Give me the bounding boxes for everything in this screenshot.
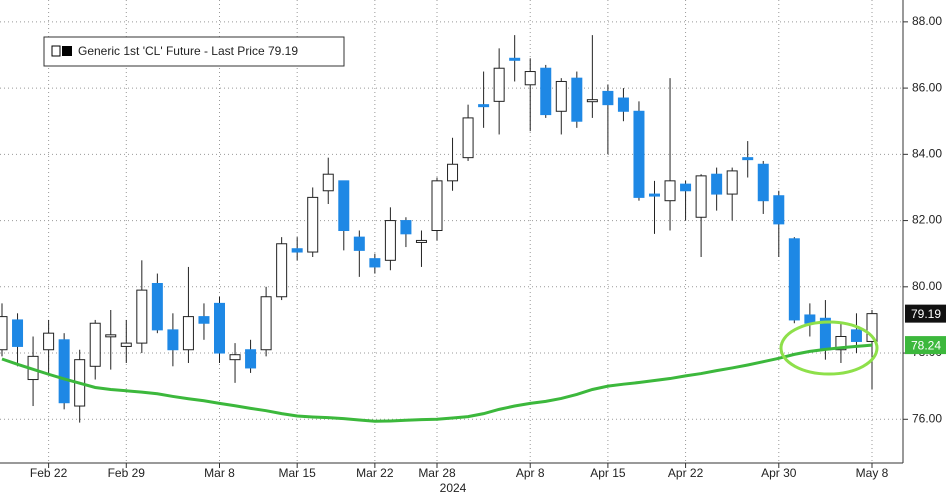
x-tick-label: Apr 8: [516, 466, 545, 480]
candle-body: [369, 258, 381, 268]
x-tick-label: Apr 15: [590, 466, 626, 480]
candle-body: [276, 243, 288, 298]
moving-average-line: [1, 343, 873, 423]
candle-body: [245, 349, 257, 369]
candle-body: [322, 173, 334, 192]
candle-body: [757, 163, 769, 202]
legend-label: Generic 1st 'CL' Future - Last Price 79.…: [78, 44, 298, 58]
x-tick-label: Mar 8: [204, 466, 235, 480]
candle-body: [509, 57, 521, 61]
y-tick-label: 84.00: [912, 147, 942, 161]
candle-body: [586, 99, 598, 103]
x-tick-label: Mar 22: [356, 466, 394, 480]
candle-body: [151, 282, 163, 331]
candle-body: [726, 170, 738, 195]
y-tick-label: 86.00: [912, 80, 942, 94]
last-value-label: 79.19: [911, 307, 941, 321]
candle-body: [493, 67, 505, 102]
legend-swatch: [51, 45, 61, 57]
candle-body: [695, 175, 707, 218]
candle-body: [291, 248, 303, 253]
candle-body: [866, 313, 878, 342]
candle-body: [89, 322, 101, 367]
candle-body: [835, 335, 847, 351]
candle-body: [431, 180, 443, 232]
candle-body: [58, 339, 70, 404]
candle-body: [353, 236, 365, 251]
x-axis-year: 2024: [440, 481, 467, 495]
x-tick-label: Feb 22: [30, 466, 68, 480]
y-tick-label: 82.00: [912, 213, 942, 227]
candle-body: [602, 90, 614, 106]
x-tick-label: May 8: [856, 466, 889, 480]
candle-body: [43, 332, 55, 351]
candle-body: [664, 180, 676, 202]
candle-body: [0, 316, 8, 351]
candle-body: [462, 117, 474, 159]
candle-body: [307, 196, 319, 253]
candle-body: [105, 334, 117, 338]
candle-body: [447, 163, 459, 182]
x-tick-label: Mar 28: [418, 466, 456, 480]
candle-body: [384, 220, 396, 261]
x-tick-label: Feb 29: [108, 466, 146, 480]
candle-body: [540, 67, 552, 116]
candle-body: [524, 71, 536, 86]
candle-body: [742, 157, 754, 161]
y-tick-label: 76.00: [912, 411, 942, 425]
candle-body: [649, 193, 660, 197]
candle-body: [680, 183, 692, 192]
legend-swatch: [62, 46, 72, 56]
candle-body: [198, 316, 210, 324]
candle-body: [12, 319, 24, 347]
candle-body: [571, 77, 583, 122]
y-tick-label: 88.00: [912, 14, 942, 28]
x-tick-label: Apr 22: [668, 466, 704, 480]
candle-body: [415, 239, 427, 243]
candle-body: [773, 195, 785, 225]
x-tick-label: Apr 30: [761, 466, 797, 480]
candle-body: [182, 316, 194, 351]
last-value-box: [905, 336, 946, 355]
last-value-box: [905, 304, 946, 323]
last-value-label: 78.24: [911, 338, 941, 352]
candle-body: [400, 220, 412, 235]
y-tick-label: 80.00: [912, 279, 942, 293]
candle-body: [136, 289, 148, 344]
candle-body: [120, 342, 132, 347]
candle-body: [338, 180, 350, 232]
x-tick-label: Mar 15: [278, 466, 316, 480]
legend-box: [43, 36, 345, 67]
candle-body: [617, 97, 629, 112]
candle-body: [167, 329, 179, 351]
highlight-ellipse: [779, 320, 879, 376]
candle-body: [555, 80, 567, 112]
candle-body: [711, 173, 723, 195]
candle-body: [229, 354, 241, 361]
candle-body: [260, 296, 272, 351]
candle-body: [214, 302, 225, 354]
candle-body: [850, 329, 862, 342]
candle-body: [788, 238, 800, 321]
candle-body: [478, 104, 490, 108]
candle-body: [633, 110, 645, 198]
